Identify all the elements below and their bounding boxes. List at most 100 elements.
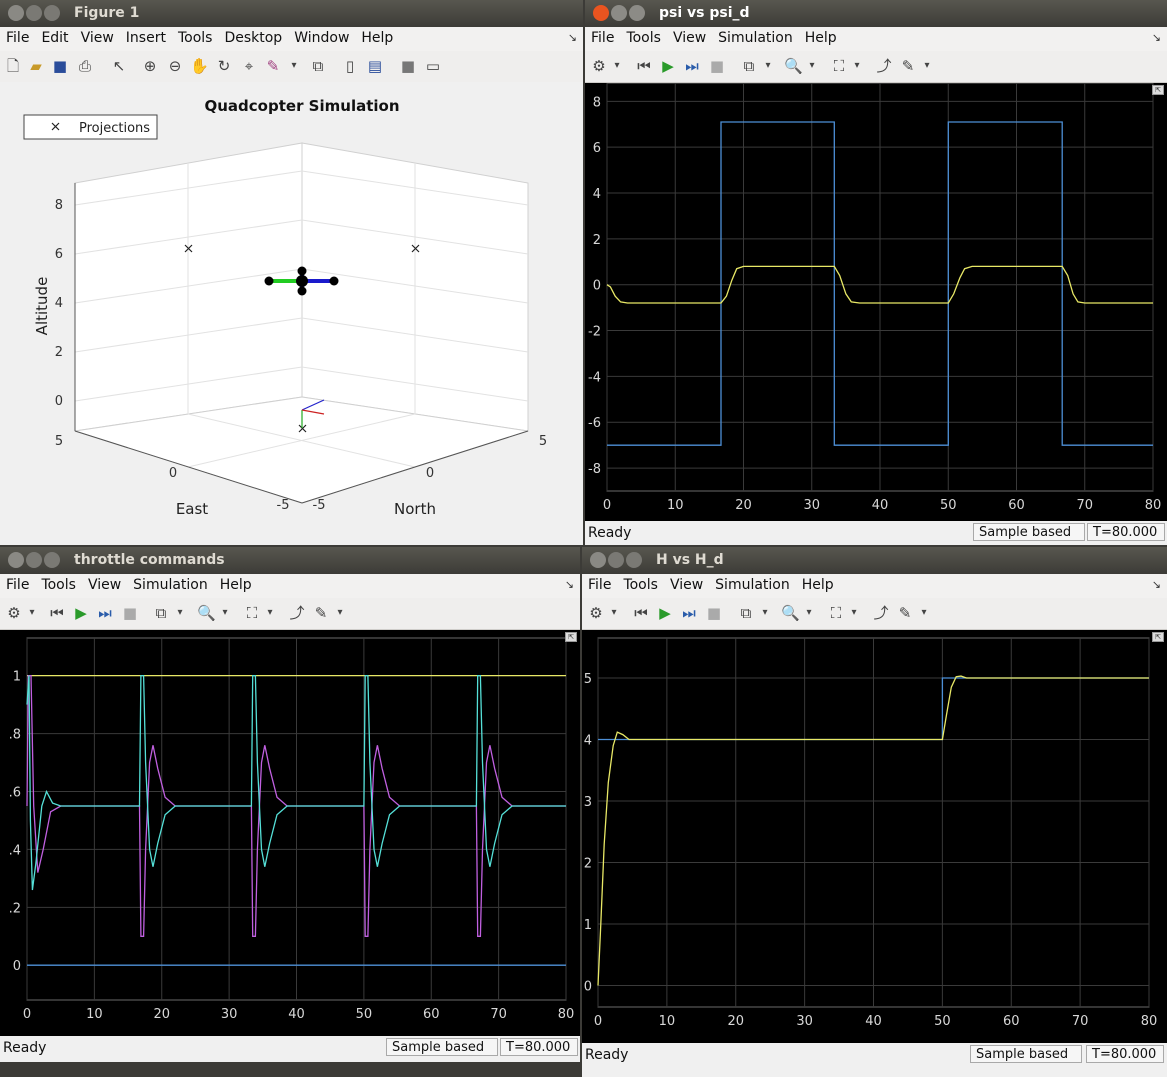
maximize-icon[interactable] bbox=[44, 552, 60, 568]
menu-tools[interactable]: Tools bbox=[626, 30, 661, 46]
menu-help[interactable]: Help bbox=[361, 30, 394, 46]
print-icon[interactable]: ⎙ bbox=[78, 57, 91, 75]
menu-simulation[interactable]: Simulation bbox=[133, 577, 208, 593]
zoom-icon[interactable]: 🔍 bbox=[781, 604, 800, 622]
undock-icon[interactable]: ⇱ bbox=[1152, 632, 1164, 642]
menubar-overflow-icon[interactable]: ↘ bbox=[1151, 31, 1161, 44]
step-back-icon[interactable]: ⏮ bbox=[637, 57, 651, 75]
settings-dropdown-icon[interactable]: ▾ bbox=[611, 607, 617, 618]
height-scope-display[interactable]: ⇱ 0 10 20 30 40 50 60 70 80 5 4 3 2 1 0 bbox=[582, 630, 1167, 1043]
close-icon[interactable] bbox=[8, 5, 24, 21]
save-icon[interactable]: ■ bbox=[52, 57, 68, 75]
zoom-in-icon[interactable]: ⊕ bbox=[143, 57, 157, 75]
menu-file[interactable]: File bbox=[591, 30, 615, 46]
maximize-icon[interactable] bbox=[626, 552, 642, 568]
hide-tools-icon[interactable]: ■ bbox=[400, 57, 416, 75]
menu-desktop[interactable]: Desktop bbox=[224, 30, 283, 46]
menu-view[interactable]: View bbox=[87, 577, 122, 593]
maximize-icon[interactable] bbox=[44, 5, 60, 21]
settings-dropdown-icon[interactable]: ▾ bbox=[614, 60, 620, 71]
legend-icon[interactable]: ▤ bbox=[367, 57, 383, 75]
menu-simulation[interactable]: Simulation bbox=[715, 577, 790, 593]
link-plot-icon[interactable]: ⧉ bbox=[312, 57, 324, 75]
triggers-icon[interactable]: ⤴ bbox=[876, 57, 892, 75]
measurements-icon[interactable]: ✎ bbox=[901, 57, 915, 75]
menu-tools[interactable]: Tools bbox=[623, 577, 658, 593]
pan-hand-icon[interactable]: ✋ bbox=[190, 57, 209, 75]
brush-icon[interactable]: ✎ bbox=[266, 57, 280, 75]
highlight-block-icon[interactable]: ⧉ bbox=[740, 604, 752, 622]
psi-titlebar[interactable]: psi vs psi_d bbox=[585, 0, 1167, 27]
stop-icon[interactable]: ■ bbox=[709, 57, 725, 75]
step-back-icon[interactable]: ⏮ bbox=[634, 604, 648, 622]
new-figure-icon[interactable]: 🗋 bbox=[6, 57, 20, 75]
menu-help[interactable]: Help bbox=[801, 577, 834, 593]
settings-gear-icon[interactable]: ⚙ bbox=[592, 57, 606, 75]
menu-help[interactable]: Help bbox=[219, 577, 252, 593]
highlight-block-icon[interactable]: ⧉ bbox=[155, 604, 167, 622]
menu-view[interactable]: View bbox=[669, 577, 704, 593]
autoscale-icon[interactable]: ⛶ bbox=[833, 57, 845, 75]
undock-icon[interactable]: ⇱ bbox=[565, 632, 577, 642]
autoscale-icon[interactable]: ⛶ bbox=[246, 604, 258, 622]
menu-insert[interactable]: Insert bbox=[125, 30, 166, 46]
zoom-icon[interactable]: 🔍 bbox=[197, 604, 216, 622]
step-forward-icon[interactable]: ⏭ bbox=[98, 604, 112, 622]
zoom-out-icon[interactable]: ⊖ bbox=[168, 57, 182, 75]
highlight-dropdown-icon[interactable]: ▾ bbox=[765, 60, 771, 71]
minimize-icon[interactable] bbox=[26, 552, 42, 568]
close-icon[interactable] bbox=[590, 552, 606, 568]
triggers-icon[interactable]: ⤴ bbox=[873, 604, 889, 622]
measurements-dropdown-icon[interactable]: ▾ bbox=[337, 607, 343, 618]
close-icon[interactable] bbox=[8, 552, 24, 568]
run-icon[interactable]: ▶ bbox=[75, 604, 87, 622]
stop-icon[interactable]: ■ bbox=[122, 604, 138, 622]
stop-icon[interactable]: ■ bbox=[706, 604, 722, 622]
highlight-block-icon[interactable]: ⧉ bbox=[743, 57, 755, 75]
menu-file[interactable]: File bbox=[588, 577, 612, 593]
autoscale-dropdown-icon[interactable]: ▾ bbox=[267, 607, 273, 618]
figure1-titlebar[interactable]: Figure 1 bbox=[0, 0, 583, 27]
rotate-3d-icon[interactable]: ↻ bbox=[217, 57, 231, 75]
psi-scope-display[interactable]: ⇱ 0 10 20 30 40 50 60 70 80 8 6 4 2 0 -2 -4 -6 -8 bbox=[585, 82, 1167, 521]
step-back-icon[interactable]: ⏮ bbox=[50, 604, 64, 622]
height-titlebar[interactable]: H vs H_d bbox=[582, 547, 1167, 574]
measurements-dropdown-icon[interactable]: ▾ bbox=[924, 60, 930, 71]
menu-view[interactable]: View bbox=[80, 30, 114, 46]
menu-edit[interactable]: Edit bbox=[41, 30, 69, 46]
minimize-icon[interactable] bbox=[26, 5, 42, 21]
menubar-overflow-icon[interactable]: ↘ bbox=[1151, 578, 1161, 591]
highlight-dropdown-icon[interactable]: ▾ bbox=[177, 607, 183, 618]
triggers-icon[interactable]: ⤴ bbox=[289, 604, 305, 622]
zoom-dropdown-icon[interactable]: ▾ bbox=[806, 607, 812, 618]
data-cursor-icon[interactable]: ⌖ bbox=[244, 57, 254, 75]
menu-file[interactable]: File bbox=[6, 577, 30, 593]
maximize-icon[interactable] bbox=[629, 5, 645, 21]
settings-dropdown-icon[interactable]: ▾ bbox=[29, 607, 35, 618]
zoom-icon[interactable]: 🔍 bbox=[784, 57, 803, 75]
step-forward-icon[interactable]: ⏭ bbox=[682, 604, 696, 622]
minimize-icon[interactable] bbox=[611, 5, 627, 21]
colorbar-icon[interactable]: ▯ bbox=[345, 57, 355, 75]
zoom-dropdown-icon[interactable]: ▾ bbox=[809, 60, 815, 71]
autoscale-icon[interactable]: ⛶ bbox=[830, 604, 842, 622]
menu-tools[interactable]: Tools bbox=[177, 30, 213, 46]
zoom-dropdown-icon[interactable]: ▾ bbox=[222, 607, 228, 618]
show-tools-icon[interactable]: ▭ bbox=[425, 57, 441, 75]
minimize-icon[interactable] bbox=[608, 552, 624, 568]
menu-help[interactable]: Help bbox=[804, 30, 837, 46]
menu-file[interactable]: File bbox=[6, 30, 30, 46]
measurements-icon[interactable]: ✎ bbox=[898, 604, 912, 622]
measurements-dropdown-icon[interactable]: ▾ bbox=[921, 607, 927, 618]
menu-simulation[interactable]: Simulation bbox=[718, 30, 793, 46]
step-forward-icon[interactable]: ⏭ bbox=[685, 57, 699, 75]
throttle-scope-display[interactable]: ⇱ 0 10 20 30 40 50 60 70 80 1 .8 .6 .4 .2 0 bbox=[0, 630, 580, 1036]
menu-view[interactable]: View bbox=[672, 30, 707, 46]
settings-gear-icon[interactable]: ⚙ bbox=[7, 604, 21, 622]
autoscale-dropdown-icon[interactable]: ▾ bbox=[851, 607, 857, 618]
open-file-icon[interactable]: ▰ bbox=[30, 57, 42, 75]
settings-gear-icon[interactable]: ⚙ bbox=[589, 604, 603, 622]
close-icon[interactable] bbox=[593, 5, 609, 21]
undock-icon[interactable]: ⇱ bbox=[1152, 85, 1164, 95]
measurements-icon[interactable]: ✎ bbox=[314, 604, 328, 622]
